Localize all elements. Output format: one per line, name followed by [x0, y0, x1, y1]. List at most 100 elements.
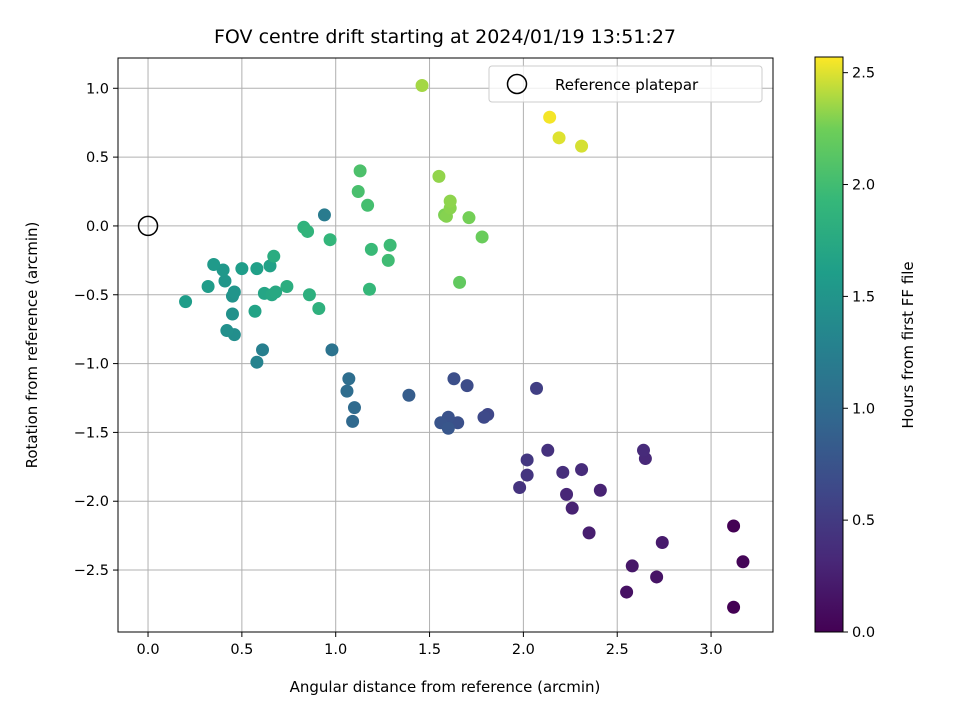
- x-tick-label: 1.0: [324, 642, 347, 658]
- data-point: [727, 519, 741, 533]
- x-tick-label: 0.5: [230, 642, 253, 658]
- data-point: [655, 536, 669, 550]
- data-point: [593, 483, 607, 497]
- x-tick-label: 1.5: [418, 642, 441, 658]
- data-point: [513, 480, 527, 494]
- data-point: [541, 443, 555, 457]
- plot-area: [118, 58, 773, 632]
- data-point: [736, 555, 750, 569]
- plot-frame: [117, 57, 774, 633]
- colorbar-gradient: [814, 56, 844, 633]
- data-point: [381, 253, 395, 267]
- chart-title: FOV centre drift starting at 2024/01/19 …: [214, 26, 676, 48]
- x-axis-label: Angular distance from reference (arcmin): [290, 678, 601, 696]
- data-point: [364, 242, 378, 256]
- data-point: [460, 379, 474, 393]
- y-tick-label: −2.5: [74, 563, 109, 579]
- data-point: [575, 139, 589, 153]
- data-point: [650, 570, 664, 584]
- data-point: [250, 262, 264, 276]
- data-point: [353, 164, 367, 178]
- reference-marker: [137, 215, 159, 237]
- data-point: [340, 384, 354, 398]
- colorbar-tick-label: 1.5: [852, 289, 875, 305]
- y-tick-label: 1.0: [86, 81, 109, 97]
- data-point: [218, 274, 232, 288]
- x-tick-label: 2.5: [606, 642, 629, 658]
- data-point: [543, 110, 557, 124]
- data-point: [256, 343, 270, 357]
- data-point: [552, 131, 566, 145]
- data-point: [402, 388, 416, 402]
- data-point: [625, 559, 639, 573]
- data-point: [347, 401, 361, 415]
- data-point: [582, 526, 596, 540]
- data-point: [312, 302, 326, 316]
- data-point: [432, 169, 446, 183]
- data-point: [220, 324, 234, 338]
- colorbar-tick-label: 2.5: [852, 66, 875, 82]
- y-tick-label: −2.0: [74, 494, 109, 510]
- data-point: [565, 501, 579, 515]
- data-point: [556, 465, 570, 479]
- y-axis-label: Rotation from reference (arcmin): [23, 222, 41, 469]
- data-point: [415, 79, 429, 93]
- data-point: [225, 307, 239, 321]
- data-point: [441, 421, 455, 435]
- data-point: [325, 343, 339, 357]
- legend-box: [488, 65, 763, 103]
- x-tick-label: 3.0: [700, 642, 723, 658]
- legend-label: Reference platepar: [555, 76, 699, 94]
- y-tick-label: 0.5: [86, 150, 109, 166]
- data-point: [216, 263, 230, 277]
- data-point: [520, 468, 534, 482]
- data-point: [301, 224, 315, 238]
- y-tick-label: −1.5: [74, 425, 109, 441]
- data-point: [248, 304, 262, 318]
- data-point: [620, 585, 634, 599]
- data-point: [207, 257, 221, 271]
- data-point: [361, 198, 375, 212]
- data-point: [269, 285, 283, 299]
- colorbar-tick-label: 0.5: [852, 513, 875, 529]
- data-point: [342, 372, 356, 386]
- y-tick-label: 0.0: [86, 219, 109, 235]
- data-point: [520, 453, 534, 467]
- y-tick-label: −1.0: [74, 357, 109, 373]
- data-point: [179, 295, 193, 309]
- data-point: [317, 208, 331, 222]
- y-tick-label: −0.5: [74, 288, 109, 304]
- data-point: [227, 285, 241, 299]
- data-point: [302, 288, 316, 302]
- data-point: [447, 372, 461, 386]
- data-point: [560, 487, 574, 501]
- data-point: [453, 275, 467, 289]
- data-point: [637, 443, 651, 457]
- data-point: [201, 279, 215, 293]
- data-point: [267, 249, 281, 263]
- colorbar-tick-label: 2.0: [852, 178, 875, 194]
- data-point: [351, 185, 365, 199]
- data-point: [362, 282, 376, 296]
- legend-reference-marker: [506, 73, 528, 95]
- colorbar-tick-label: 1.0: [852, 401, 875, 417]
- data-point: [346, 414, 360, 428]
- data-point: [530, 381, 544, 395]
- data-point: [323, 233, 337, 247]
- data-point: [575, 463, 589, 477]
- x-tick-label: 2.0: [512, 642, 535, 658]
- data-point: [727, 600, 741, 614]
- data-point: [475, 230, 489, 244]
- data-point: [383, 238, 397, 252]
- data-point: [477, 410, 491, 424]
- data-point: [451, 416, 465, 430]
- legend: Reference platepar: [488, 65, 763, 103]
- colorbar-label: Hours from first FF file: [899, 261, 917, 428]
- data-point: [250, 355, 264, 369]
- x-tick-label: 0.0: [136, 642, 159, 658]
- colorbar: 0.0 0.5 1.0 1.5 2.0 2.5: [814, 56, 875, 641]
- colorbar-tick-label: 0.0: [852, 625, 875, 641]
- data-point: [235, 262, 249, 276]
- data-point: [462, 211, 476, 225]
